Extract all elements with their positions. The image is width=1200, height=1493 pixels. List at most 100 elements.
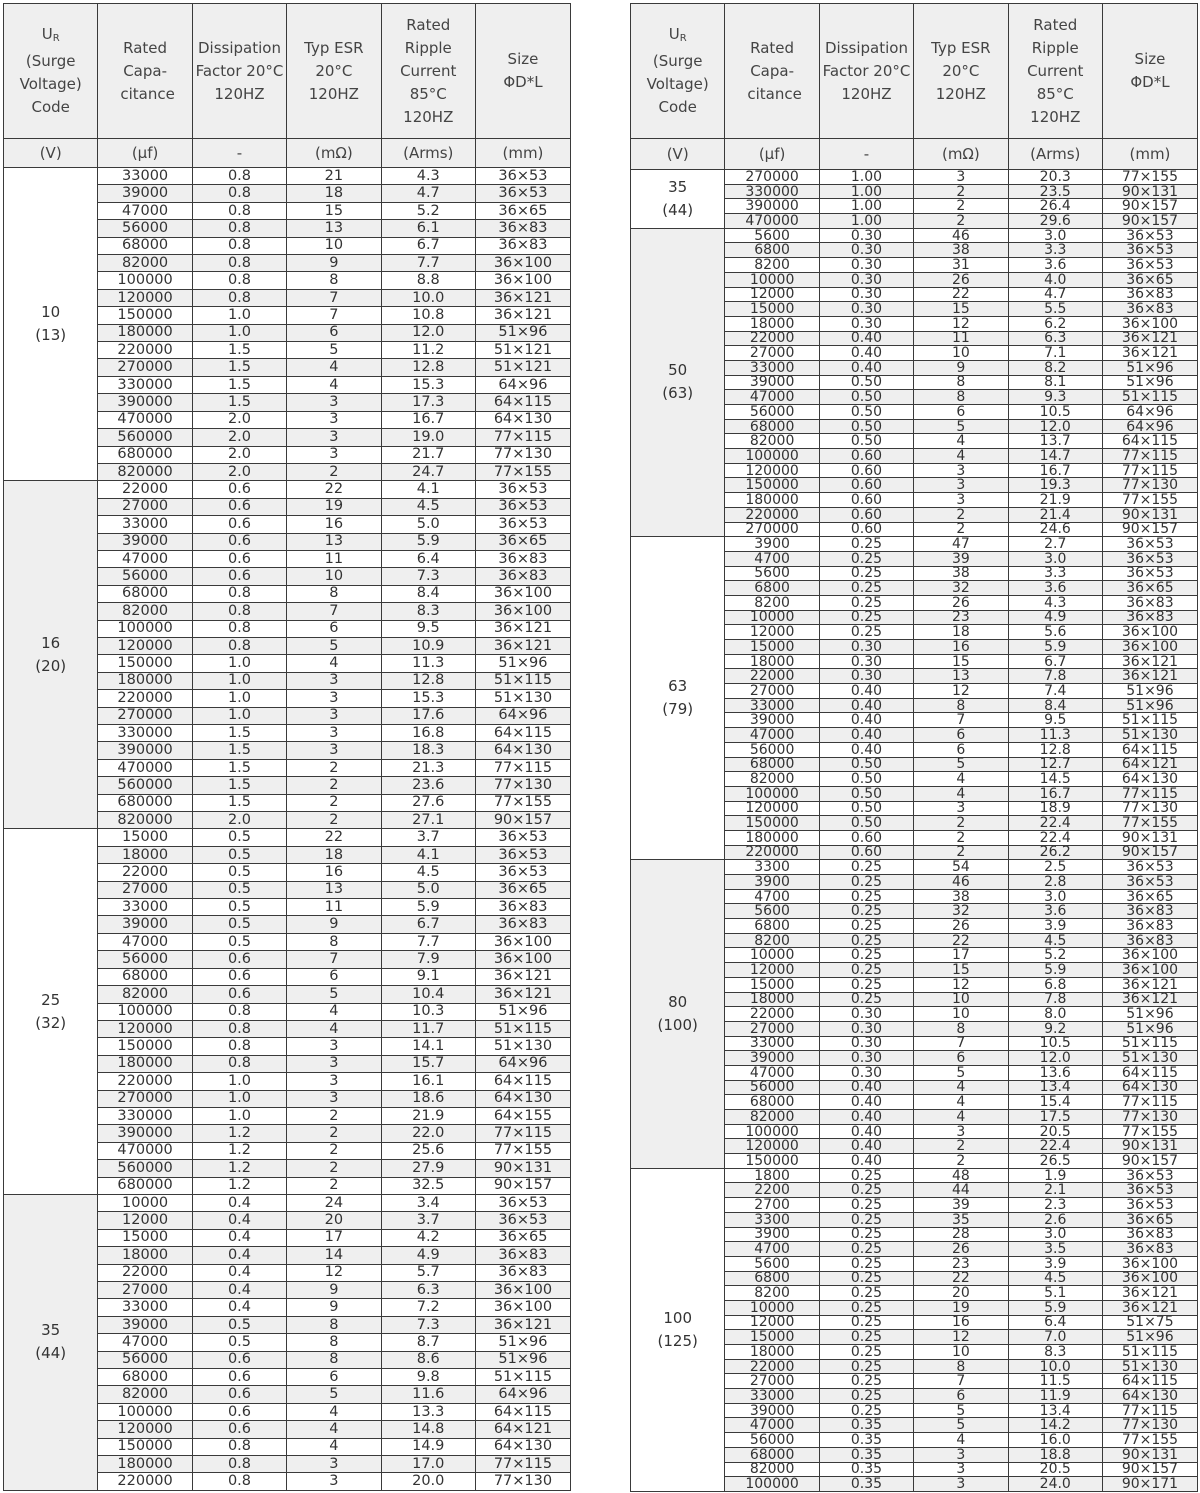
capacitance-cell: 47000 [724,1417,820,1434]
header-ur-subscript: R [52,33,60,44]
capacitance-cell: 27000 [724,345,820,361]
table-row: 56000 0.6 10 7.3 36×83 [4,567,571,586]
esr-cell: 2 [913,1138,1009,1155]
esr-cell: 7 [913,712,1009,729]
esr-cell: 11 [286,898,382,917]
size-cell: 77×130 [1101,800,1198,817]
capacitance-cell: 6800 [724,1270,820,1287]
size-cell: 36×83 [474,1263,571,1283]
ripple-current-cell: 10.0 [380,288,476,308]
dissipation-factor-cell: 0.4 [191,1263,288,1283]
dissipation-factor-cell: 0.6 [191,1402,288,1422]
capacitance-cell: 180000 [97,1455,193,1474]
capacitance-cell: 390000 [724,198,820,215]
ripple-current-cell: 3.0 [1007,227,1103,244]
table-row: 39000 0.30 6 12.0 51×130 [631,1050,1198,1066]
dissipation-factor-cell: 0.5 [191,863,288,882]
table-row: 100000 0.50 4 16.7 77×115 [631,785,1198,802]
size-cell: 36×53 [474,845,571,865]
dissipation-factor-cell: 0.60 [818,844,915,861]
size-cell: 36×83 [1101,903,1198,920]
size-cell: 64×130 [474,410,571,430]
capacitance-cell: 5600 [724,903,820,920]
size-cell: 36×53 [1101,550,1198,567]
capacitance-cell: 47000 [97,1333,193,1352]
capacitance-cell: 150000 [97,1437,193,1457]
ripple-current-cell: 2.3 [1007,1197,1103,1213]
table-row: 33000 0.40 9 8.2 51×96 [631,359,1198,376]
ripple-current-cell: 23.6 [380,776,476,795]
esr-cell: 2 [913,183,1009,200]
dissipation-factor-cell: 0.30 [818,257,915,273]
esr-cell: 3 [913,462,1009,479]
capacitance-cell: 150000 [97,306,193,325]
dissipation-factor-cell: 0.6 [191,515,288,534]
dissipation-factor-cell: 0.25 [818,947,915,964]
ripple-current-cell: 5.1 [1007,1285,1103,1301]
capacitance-cell: 18000 [724,653,820,670]
capacitance-cell: 150000 [97,1037,193,1056]
dissipation-factor-cell: 0.30 [818,653,915,670]
size-cell: 64×121 [474,1420,571,1439]
surge-voltage: (13) [35,326,67,345]
dissipation-factor-cell: 0.8 [191,1437,288,1457]
esr-cell: 12 [286,1263,382,1283]
size-cell: 77×155 [1101,169,1198,185]
size-cell: 51×96 [1101,359,1198,376]
ripple-current-cell: 5.6 [1007,624,1103,640]
size-cell: 36×121 [1101,345,1198,361]
dissipation-factor-cell: 0.25 [818,1358,915,1375]
capacitance-cell: 680000 [97,1176,193,1195]
ripple-current-cell: 5.2 [380,201,476,221]
esr-cell: 5 [286,985,382,1004]
size-cell: 77×130 [1101,477,1198,494]
size-cell: 36×53 [474,1193,571,1213]
capacitance-cell: 120000 [724,462,820,479]
dissipation-factor-cell: 0.25 [818,1402,915,1419]
size-cell: 36×53 [474,515,571,534]
table-row: 10000 0.25 19 5.9 36×121 [631,1299,1198,1316]
esr-cell: 6 [286,1368,382,1387]
table-row: 120000 0.8 5 10.9 36×121 [4,636,571,656]
dissipation-factor-cell: 0.5 [191,915,288,934]
ripple-current-cell: 2.1 [1007,1182,1103,1199]
ripple-current-cell: 5.9 [1007,639,1103,655]
table-row: 5600 0.25 38 3.3 36×53 [631,565,1198,582]
esr-cell: 19 [286,497,382,517]
dissipation-factor-cell: 1.2 [191,1176,288,1195]
dissipation-factor-cell: 1.00 [818,183,915,200]
capacitance-cell: 3300 [724,1211,820,1228]
capacitance-cell: 100000 [97,1002,193,1021]
esr-cell: 5 [913,1417,1009,1434]
esr-cell: 3 [286,723,382,743]
dissipation-factor-cell: 0.25 [818,1314,915,1331]
dissipation-factor-cell: 1.00 [818,198,915,215]
capacitance-cell: 12000 [724,624,820,640]
table-row: 120000 0.6 4 14.8 64×121 [4,1420,571,1439]
dissipation-factor-cell: 0.25 [818,932,915,949]
size-cell: 77×115 [1101,1402,1198,1419]
ripple-current-cell: 8.3 [1007,1344,1103,1360]
size-cell: 77×155 [474,793,571,813]
ripple-current-cell: 10.4 [380,985,476,1004]
unit-cell: (mm) [1101,138,1198,170]
dissipation-factor-cell: 2.0 [191,462,288,482]
dissipation-factor-cell: 0.8 [191,184,288,203]
capacitance-cell: 15000 [97,828,193,847]
esr-cell: 54 [913,859,1009,875]
esr-cell: 4 [286,1002,382,1021]
dissipation-factor-cell: 0.30 [818,668,915,685]
dissipation-factor-cell: 0.25 [818,536,915,552]
ripple-current-cell: 2.6 [1007,1211,1103,1228]
table-row: 15000 0.25 12 6.8 36×121 [631,976,1198,993]
table-row: 120000 0.60 3 16.7 77×115 [631,462,1198,479]
capacitance-cell: 6800 [724,918,820,934]
table-row: 68000 0.35 3 18.8 90×131 [631,1446,1198,1463]
esr-cell: 3 [913,169,1009,185]
capacitance-cell: 5600 [724,565,820,582]
capacitance-cell: 270000 [97,706,193,726]
esr-cell: 28 [913,1226,1009,1243]
ripple-current-cell: 21.4 [1007,506,1103,523]
ripple-current-cell: 10.5 [1007,404,1103,420]
capacitance-cell: 68000 [97,236,193,256]
